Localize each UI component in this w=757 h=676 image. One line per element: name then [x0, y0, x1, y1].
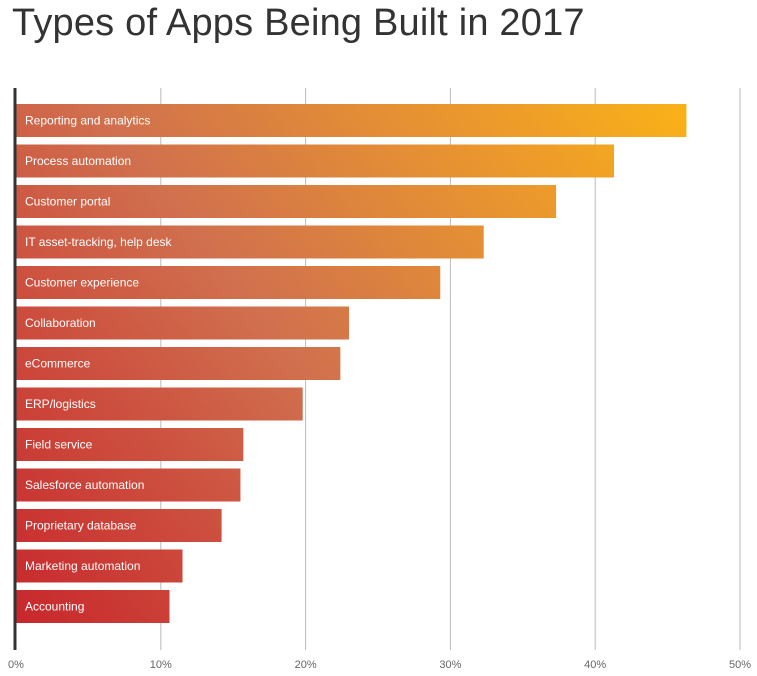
x-tick-label: 50%: [729, 659, 751, 671]
x-tick-label: 0%: [8, 659, 24, 671]
chart-title: Types of Apps Being Built in 2017: [12, 2, 585, 44]
bar-10: [16, 509, 222, 542]
bar-label: ERP/logistics: [25, 397, 96, 411]
bar-label: Reporting and analytics: [25, 114, 150, 128]
bars: [16, 104, 687, 623]
bar-1: [16, 144, 615, 178]
bar-label: Accounting: [25, 600, 84, 614]
bar-3: [16, 225, 484, 259]
bar-6: [16, 347, 341, 380]
bar-label: Salesforce automation: [25, 478, 144, 492]
bar-label: Field service: [25, 438, 93, 452]
bar-7: [16, 387, 303, 421]
x-tick-label: 40%: [584, 659, 606, 671]
bar-label: IT asset-tracking, help desk: [25, 235, 173, 249]
x-tick-label: 10%: [150, 659, 172, 671]
bar-label: Customer portal: [25, 195, 110, 209]
bar-labels: Reporting and analytics Process automatio…: [25, 114, 173, 614]
bar-5: [16, 306, 350, 340]
bar-label: eCommerce: [25, 357, 91, 371]
bar-2: [16, 185, 557, 218]
bar-label: Marketing automation: [25, 559, 140, 573]
bar-0: [16, 104, 687, 137]
x-tick-labels: 0% 10% 20% 30% 40% 50%: [8, 659, 751, 671]
bar-11: [16, 549, 183, 583]
bar-label: Collaboration: [25, 316, 96, 330]
bar-label: Proprietary database: [25, 519, 137, 533]
bar-9: [16, 468, 241, 502]
bar-label: Process automation: [25, 154, 131, 168]
bar-label: Customer experience: [25, 276, 139, 290]
bar-8: [16, 428, 244, 461]
bar-4: [16, 266, 441, 299]
bar-12: [16, 590, 170, 623]
x-tick-label: 30%: [439, 659, 461, 671]
x-tick-label: 20%: [295, 659, 317, 671]
